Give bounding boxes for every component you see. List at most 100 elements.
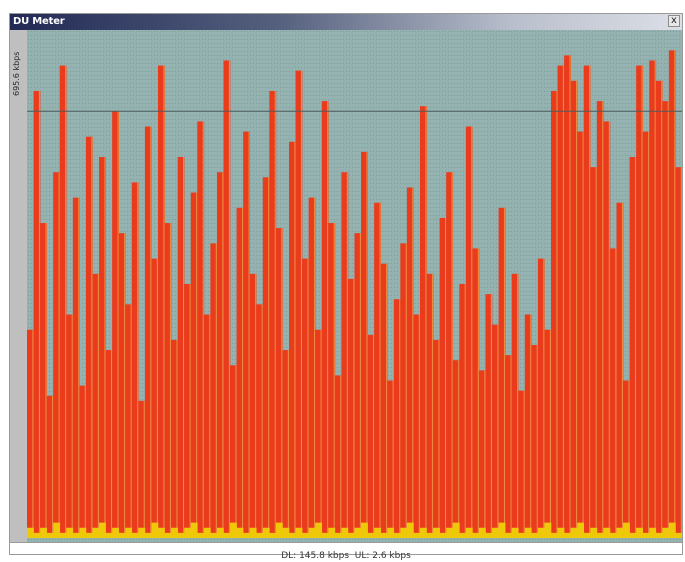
download-bar-edge	[621, 202, 624, 538]
download-bar	[105, 350, 113, 538]
upload-bar	[85, 532, 93, 538]
download-bar	[433, 339, 440, 538]
download-bar	[623, 380, 630, 538]
download-bar-edge	[615, 248, 617, 538]
download-bar	[439, 217, 447, 538]
download-bar	[190, 192, 198, 538]
download-bar-edge	[38, 90, 41, 539]
upload-bar	[577, 522, 585, 538]
download-bar-edge	[418, 314, 420, 538]
download-bar-edge	[268, 177, 270, 538]
download-bar-edge	[346, 172, 348, 539]
upload-bar	[400, 527, 408, 538]
upload-bar	[492, 527, 499, 538]
download-bar	[570, 80, 578, 539]
download-bar	[478, 370, 486, 538]
upload-bar	[537, 527, 545, 538]
download-bar-edge	[150, 126, 152, 539]
download-bar	[40, 223, 47, 539]
download-bar-edge	[320, 329, 322, 538]
download-bar	[492, 324, 499, 538]
download-bar-edge	[634, 157, 637, 538]
upload-bar	[164, 532, 172, 538]
download-bar-edge	[84, 385, 86, 538]
upload-bar	[655, 532, 663, 538]
download-bar	[302, 258, 309, 538]
upload-bar	[347, 532, 355, 538]
download-bar-edge	[431, 273, 434, 538]
download-bar	[315, 329, 323, 538]
upload-bar	[59, 532, 67, 538]
download-bar-edge	[379, 202, 381, 538]
download-bar	[590, 167, 598, 538]
download-bar	[262, 177, 270, 538]
download-bar	[413, 314, 421, 538]
download-bar	[361, 151, 368, 539]
upload-bar	[282, 527, 290, 538]
download-bar	[328, 223, 336, 539]
upload-bar	[341, 527, 349, 538]
download-bar	[636, 65, 643, 538]
download-bar-edge	[576, 80, 578, 539]
download-bar	[603, 121, 611, 538]
upload-bar	[328, 527, 336, 538]
upload-bar	[511, 527, 519, 538]
upload-bar	[420, 527, 427, 538]
download-bar	[347, 278, 355, 538]
download-bar	[374, 202, 381, 538]
upload-bar	[72, 532, 80, 538]
download-bar-edge	[536, 344, 538, 538]
download-bar-edge	[503, 207, 506, 539]
download-bar-edge	[333, 223, 335, 539]
download-bar-edge	[78, 197, 80, 538]
download-bar-edge	[300, 70, 303, 538]
upload-bar	[564, 532, 571, 538]
download-bar	[380, 263, 388, 538]
upload-bar	[315, 522, 323, 538]
upload-bar	[190, 522, 198, 538]
scale-axis: 695.6 kbps	[10, 30, 27, 542]
scale-max-label: 695.6 kbps	[12, 51, 21, 96]
download-bar-edge	[530, 314, 532, 538]
download-bar-edge	[143, 400, 145, 538]
download-bar-edge	[117, 111, 119, 538]
download-bar-edge	[235, 365, 237, 538]
download-bar	[59, 65, 67, 538]
download-bar	[289, 141, 296, 538]
upload-bar	[151, 522, 159, 538]
download-bar	[524, 314, 532, 538]
upload-bar	[361, 522, 368, 538]
download-bar	[72, 197, 80, 538]
title-bar[interactable]: DU Meter x	[10, 14, 682, 30]
download-bar-edge	[137, 182, 139, 538]
download-bar	[269, 90, 277, 539]
download-bar-edge	[104, 157, 106, 538]
download-bar	[544, 329, 552, 538]
download-bar-edge	[327, 101, 329, 539]
download-bar	[243, 131, 250, 538]
upload-bar	[374, 527, 381, 538]
download-bar	[131, 182, 139, 538]
download-bar-edge	[549, 329, 551, 538]
upload-bar	[46, 532, 54, 538]
upload-bar	[675, 532, 682, 538]
download-bar-edge	[228, 60, 231, 538]
upload-bar	[662, 527, 670, 538]
upload-bar	[570, 527, 578, 538]
upload-bar	[223, 532, 231, 538]
download-bar	[675, 167, 682, 538]
close-button[interactable]: x	[668, 15, 680, 27]
download-bar	[446, 172, 454, 539]
upload-bar	[485, 532, 493, 538]
download-bar-edge	[412, 187, 414, 539]
download-bar-edge	[52, 395, 54, 538]
upload-bar	[334, 532, 342, 538]
upload-bar	[177, 532, 185, 538]
download-bar-edge	[628, 380, 630, 538]
upload-bar	[158, 527, 165, 538]
download-bar	[138, 400, 146, 538]
upload-bar	[112, 527, 119, 538]
download-bar-edge	[602, 101, 604, 539]
download-bar-edge	[176, 339, 178, 538]
download-bar	[164, 223, 172, 539]
